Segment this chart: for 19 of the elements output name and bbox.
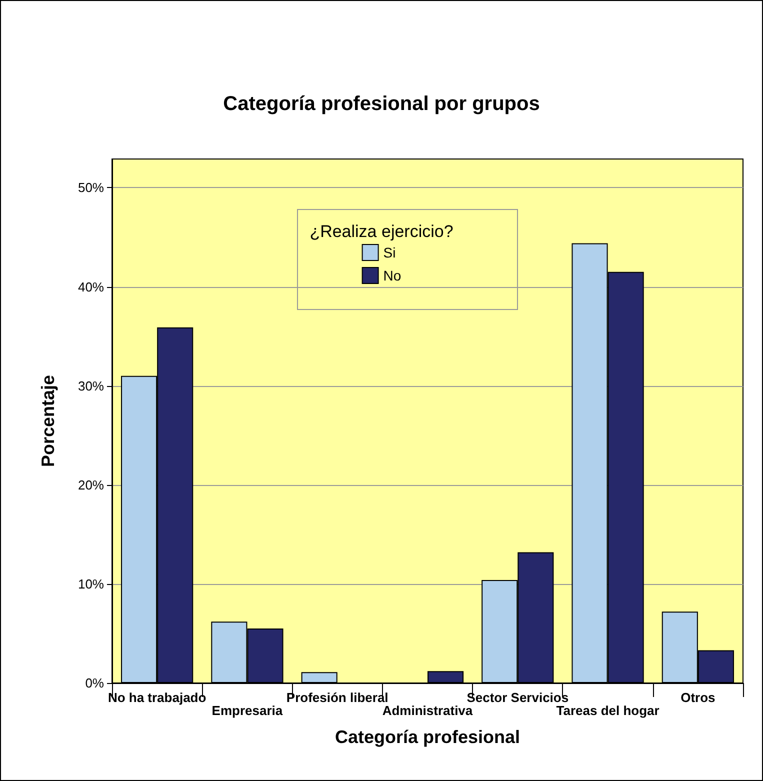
x-tick-label: Profesión liberal xyxy=(286,690,388,705)
x-axis-title: Categoría profesional xyxy=(334,727,520,747)
legend-label: No xyxy=(383,268,402,284)
legend-label: Si xyxy=(383,244,396,260)
x-tick-label: Administrativa xyxy=(382,703,474,718)
y-tick-label: 30% xyxy=(78,378,104,394)
x-tick-label: Sector Servicios xyxy=(466,690,569,705)
y-tick-label: 50% xyxy=(78,180,104,196)
legend-title: ¿Realiza ejercicio? xyxy=(310,222,454,241)
chart-title: Categoría profesional por grupos xyxy=(223,93,540,115)
y-tick-label: 20% xyxy=(78,477,104,492)
y-tick-label: 10% xyxy=(78,576,104,592)
x-tick-label: No ha trabajado xyxy=(108,690,206,705)
x-tick-label: Empresaria xyxy=(212,703,284,718)
x-tick-label: Otros xyxy=(680,690,716,705)
y-axis-title: Porcentaje xyxy=(38,374,58,468)
y-tick-label: 0% xyxy=(85,676,104,690)
x-tick-label: Tareas del hogar xyxy=(556,703,660,718)
y-tick-label: 40% xyxy=(78,279,104,294)
